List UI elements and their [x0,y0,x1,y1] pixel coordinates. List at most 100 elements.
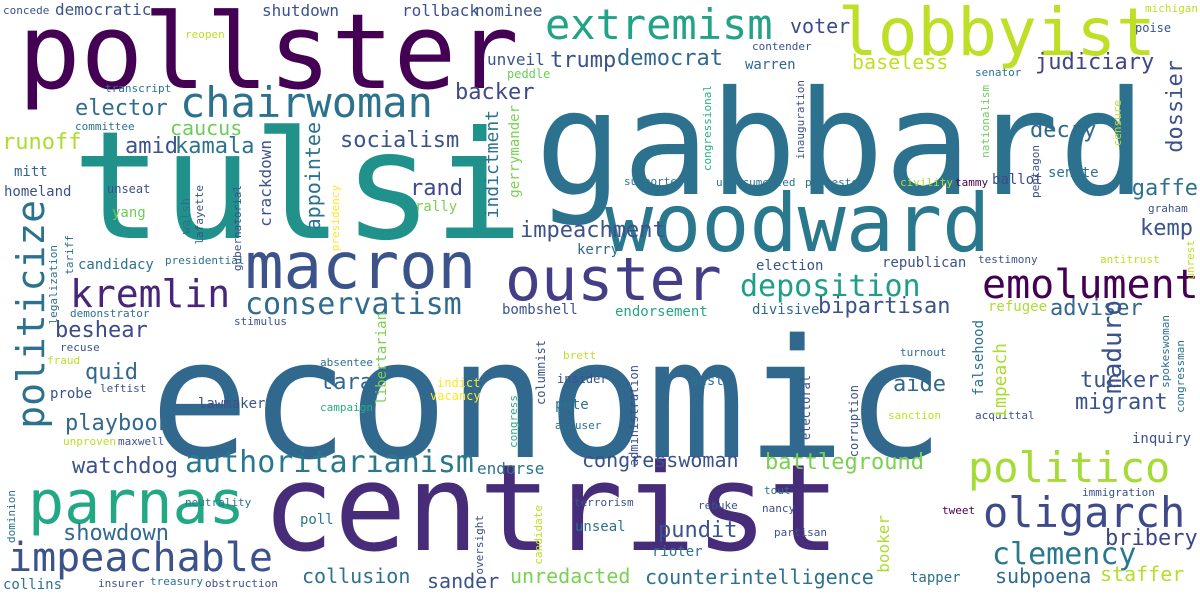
word-congress: congress [507,395,520,448]
word-civility: civility [900,176,953,189]
word-probe: probe [50,386,93,402]
word-ouster: ouster [505,245,722,315]
word-collins: collins [3,577,63,593]
word-tweet: tweet [942,504,976,517]
word-quid: quid [85,360,138,385]
word-kamala: kamala [175,134,255,159]
word-partisan: partisan [774,526,827,539]
word-rand: rand [410,176,463,201]
word-yang: yang [112,205,146,221]
word-maduro: maduro [1098,300,1128,394]
word-impeachable: impeachable [8,535,273,581]
word-staffer: staffer [1100,562,1185,586]
word-acquittal: acquittal [975,409,1035,422]
word-emolument: emolument [982,262,1199,308]
word-elector: elector [75,96,168,121]
word-candidacy: candidacy [78,257,154,273]
word-legalization: legalization [47,245,60,325]
word-neutrality: neutrality [185,496,252,509]
word-aide: aide [893,372,946,397]
word-unveil: unveil [487,50,545,69]
word-runoff: runoff [2,130,82,155]
word-refugee: refugee [988,299,1048,315]
word-administration: administration [627,365,641,467]
word-unrest: unrest [1184,240,1197,280]
word-concede: concede [3,4,50,17]
word-baseless: baseless [852,50,949,74]
word-poise: poise [1135,21,1172,35]
word-authoritarianism: authoritarianism [185,445,474,480]
word-shutdown: shutdown [262,1,340,20]
word-senate: senate [1048,165,1099,181]
word-congressional: congressional [701,85,714,172]
word-clemency: clemency [992,537,1137,572]
word-endorse: endorse [477,459,545,478]
word-tammy: tammy [955,176,989,189]
word-presidential: presidential [165,254,245,267]
word-fraud: fraud [47,354,81,367]
word-beshear: beshear [55,318,148,343]
word-amid: amid [125,134,178,159]
word-terrorism: terrorism [574,496,634,509]
word-democrat: democrat [617,46,723,71]
word-woodward: woodward [605,177,991,270]
word-unredacted: unredacted [510,564,631,588]
word-gerrymander: gerrymander [507,105,523,198]
word-counterintelligence: counterintelligence [645,565,874,589]
word-insurer: insurer [98,577,145,590]
word-crackdown: crackdown [256,140,275,227]
word-inquiry: inquiry [1132,431,1192,447]
word-peddle: peddle [507,67,551,81]
word-tucker: tucker [1080,368,1160,393]
word-accuser: accuser [555,419,602,432]
word-bipartisan: bipartisan [818,294,951,319]
word-leftist: leftist [100,382,147,395]
word-pollster: pollster [18,0,519,113]
word-presidency: presidency [329,185,342,252]
word-corruption: corruption [847,385,861,458]
word-brett: brett [563,349,597,362]
word-booker: booker [874,515,893,573]
word-oligarch: oligarch [983,488,1186,537]
word-maxwell: maxwell [118,435,165,448]
word-nancy: nancy [762,502,796,515]
word-rally: rally [415,199,458,215]
word-adviser: adviser [1050,296,1143,321]
word-tulsi: tulsi [72,100,524,274]
word-appointee: appointee [301,122,325,231]
word-ballot: ballot [992,172,1043,188]
word-bribery: bribery [1105,526,1198,551]
word-impeachment: impeachment [520,218,666,243]
word-lawmaker: lawmaker [198,396,266,412]
word-gabbard: gabbard [535,60,1147,229]
word-michigan: michigan [1145,2,1198,15]
word-politicize: politicize [9,200,53,429]
word-testimony: testimony [978,253,1038,266]
word-censure: censure [1111,100,1124,147]
word-turnout: turnout [900,346,947,359]
word-lobbyist: lobbyist [838,0,1156,71]
word-showdown: showdown [63,521,169,546]
word-rebuke: rebuke [698,499,738,512]
word-kremlin: kremlin [70,272,231,316]
word-backer: backer [455,80,535,105]
word-caucus: caucus [170,116,243,140]
word-watchdog: watchdog [72,454,178,479]
word-republican: republican [882,255,967,271]
word-socialism: socialism [340,128,460,153]
word-sanction: sanction [888,409,941,422]
word-committee: committee [75,120,135,133]
word-chairwoman: chairwoman [180,78,433,127]
word-kemp: kemp [1140,216,1193,241]
word-columnist: columnist [534,340,548,406]
word-walsh: walsh [179,198,193,235]
word-congresswoman: congresswoman [582,448,739,472]
word-insider: insider [557,372,608,386]
word-immigration: immigration [1082,486,1155,499]
word-deposition: deposition [740,269,921,304]
word-inauguration: inauguration [794,80,807,160]
word-vacancy: vacancy [430,389,481,403]
word-tara: tara [320,370,373,395]
word-endorsement: endorsement [615,304,708,320]
